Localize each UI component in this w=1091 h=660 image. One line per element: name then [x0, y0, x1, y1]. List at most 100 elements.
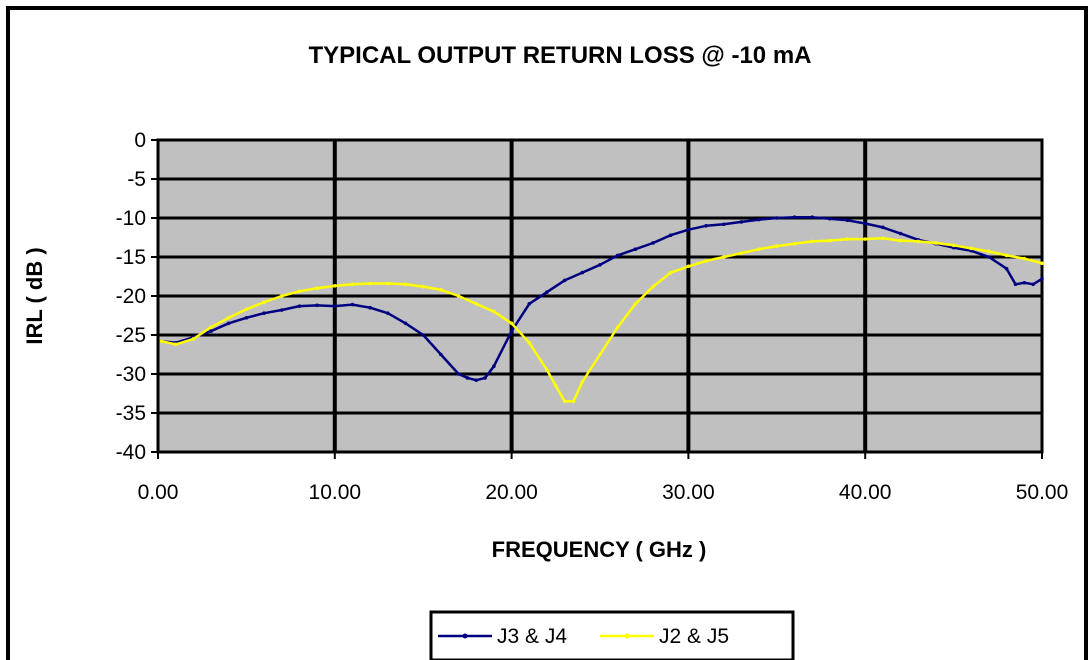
x-tick-label: 40.00: [839, 481, 892, 504]
grid-lines: [158, 140, 1042, 452]
data-point-j2-j5: [881, 236, 885, 241]
legend-marker-j2-j5: [624, 633, 630, 639]
data-point-j3-j4: [492, 364, 496, 369]
data-point-j3-j4: [315, 303, 319, 308]
data-point-j2-j5: [598, 352, 602, 357]
x-tick-label: 10.00: [309, 481, 362, 504]
data-point-j2-j5: [969, 246, 974, 251]
data-point-j2-j5: [810, 239, 814, 244]
data-point-j3-j4: [615, 253, 620, 258]
y-tick-label: -35: [116, 402, 146, 425]
data-point-j2-j5: [474, 302, 479, 306]
data-point-j2-j5: [775, 244, 779, 248]
data-point-j2-j5: [403, 282, 408, 287]
data-point-j2-j5: [1004, 253, 1009, 258]
data-point-j3-j4: [881, 225, 885, 230]
y-axis: 0 -5 -10 -15 -20 -25 -30 -35 -40: [116, 129, 158, 464]
y-tick-label: -30: [116, 363, 146, 386]
data-point-j2-j5: [1040, 261, 1044, 266]
data-point-j2-j5: [571, 399, 576, 404]
data-point-j3-j4: [244, 316, 249, 320]
data-point-j2-j5: [651, 284, 655, 289]
y-tick-label: -20: [116, 285, 146, 308]
data-point-j3-j4: [810, 215, 814, 220]
data-point-j2-j5: [828, 238, 832, 243]
data-point-j2-j5: [863, 237, 867, 241]
series-group: [159, 215, 1044, 404]
data-point-j2-j5: [297, 289, 302, 294]
data-point-j2-j5: [916, 239, 921, 244]
data-point-j3-j4: [792, 215, 797, 220]
data-point-j3-j4: [297, 304, 302, 308]
data-point-j2-j5: [739, 251, 744, 255]
data-point-j3-j4: [898, 231, 903, 236]
data-point-j2-j5: [615, 325, 620, 330]
data-point-j2-j5: [333, 284, 337, 288]
y-axis-title: IRL ( dB ): [22, 247, 47, 344]
data-point-j3-j4: [262, 311, 266, 315]
data-point-j2-j5: [209, 325, 213, 330]
chart-title: TYPICAL OUTPUT RETURN LOSS @ -10 mA: [308, 42, 811, 69]
data-point-j2-j5: [633, 302, 638, 306]
data-point-j2-j5: [757, 247, 761, 251]
data-point-j2-j5: [191, 337, 196, 341]
data-point-j3-j4: [845, 218, 850, 223]
y-tick-label: -15: [116, 246, 146, 269]
data-point-j3-j4: [403, 321, 408, 326]
data-point-j3-j4: [598, 263, 602, 267]
data-point-j2-j5: [792, 241, 797, 246]
data-point-j3-j4: [226, 321, 231, 326]
x-axis: 0.00 10.00 20.00 30.00 40.00 50.00: [138, 452, 1068, 504]
legend: J3 & J4 J2 & J5: [429, 610, 795, 660]
data-point-j2-j5: [554, 383, 558, 388]
data-point-j3-j4: [704, 224, 708, 228]
data-point-j2-j5: [934, 241, 938, 245]
data-point-j2-j5: [1022, 256, 1027, 261]
data-point-j2-j5: [721, 255, 726, 259]
data-point-j2-j5: [456, 294, 461, 298]
data-point-j3-j4: [439, 352, 443, 357]
data-point-j3-j4: [456, 372, 461, 376]
data-point-j3-j4: [863, 221, 867, 226]
data-point-j2-j5: [562, 399, 567, 404]
data-point-j2-j5: [704, 259, 708, 263]
y-tick-label: -5: [127, 168, 146, 191]
y-tick-label: -10: [116, 207, 146, 230]
x-tick-label: 0.00: [138, 481, 179, 504]
data-point-j3-j4: [686, 227, 691, 232]
data-point-j3-j4: [739, 220, 744, 224]
data-point-j3-j4: [333, 304, 337, 308]
data-point-j3-j4: [775, 216, 779, 220]
data-point-j3-j4: [509, 329, 514, 333]
y-tick-label: -25: [116, 324, 146, 347]
data-point-j3-j4: [651, 241, 655, 245]
y-tick-label: 0: [134, 129, 146, 152]
data-point-j2-j5: [279, 294, 284, 298]
data-point-j3-j4: [1004, 266, 1009, 271]
x-tick-label: 20.00: [485, 481, 538, 504]
data-point-j3-j4: [1031, 282, 1035, 287]
data-point-j3-j4: [562, 278, 567, 283]
data-point-j3-j4: [368, 305, 372, 310]
data-point-j2-j5: [350, 282, 355, 287]
data-point-j2-j5: [492, 309, 496, 314]
data-point-j2-j5: [951, 243, 956, 248]
x-axis-title: FREQUENCY ( GHz ): [492, 537, 707, 562]
data-point-j2-j5: [262, 300, 266, 305]
data-point-j3-j4: [987, 255, 991, 259]
legend-label-j3-j4: J3 & J4: [497, 625, 567, 648]
data-point-j3-j4: [474, 378, 479, 383]
data-point-j3-j4: [721, 222, 726, 227]
data-point-j2-j5: [509, 321, 514, 326]
legend-label-j2-j5: J2 & J5: [659, 625, 729, 648]
data-point-j2-j5: [845, 237, 850, 241]
data-point-j2-j5: [527, 341, 532, 345]
data-point-j2-j5: [159, 339, 164, 344]
data-point-j2-j5: [386, 281, 390, 286]
data-point-j3-j4: [386, 311, 390, 315]
data-point-j3-j4: [527, 302, 532, 306]
data-point-j3-j4: [421, 333, 426, 337]
data-point-j2-j5: [898, 238, 903, 243]
data-point-j3-j4: [757, 217, 761, 222]
